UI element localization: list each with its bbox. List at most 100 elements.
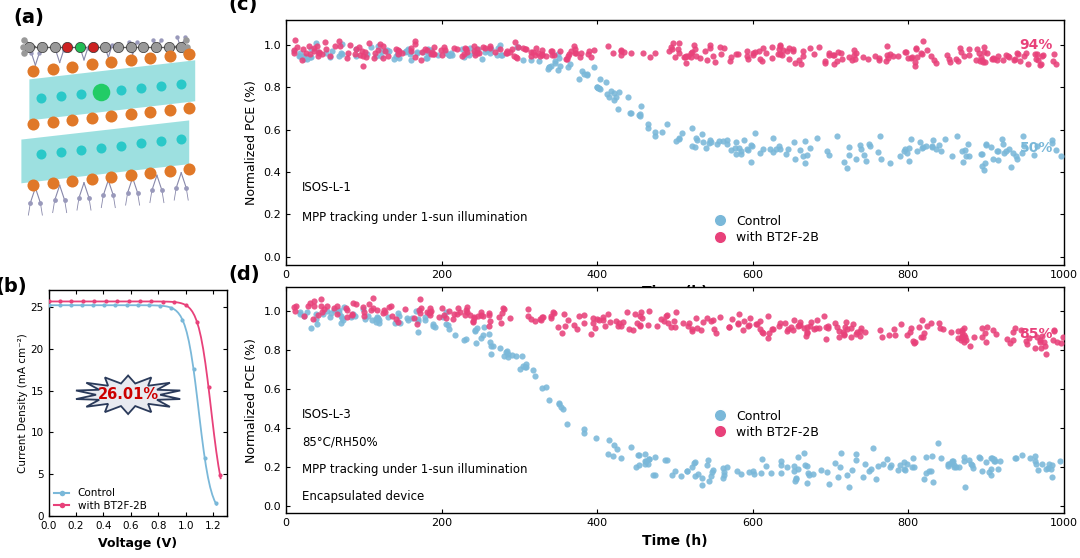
Point [829, 47, 847, 56]
Point [376, 46, 393, 55]
Point [856, 460, 874, 469]
Point [180, 49, 198, 58]
Point [975, 166, 993, 175]
Point [877, 56, 894, 65]
Point [860, 140, 877, 148]
Point [742, 157, 759, 166]
Point [46, 196, 64, 205]
Point [985, 54, 1002, 63]
Point [739, 52, 756, 61]
Point [1017, 49, 1035, 57]
Point [133, 84, 150, 93]
Point [968, 55, 985, 64]
Point [715, 470, 732, 479]
Point [787, 477, 805, 486]
Point [621, 325, 638, 334]
Point [542, 47, 559, 56]
Point [1014, 132, 1031, 141]
Point [72, 145, 90, 154]
Point [429, 51, 446, 60]
Point [305, 46, 322, 55]
Point [1008, 454, 1025, 463]
Point [797, 331, 814, 340]
Point [902, 328, 919, 336]
Point [855, 151, 873, 160]
Point [1027, 55, 1044, 64]
Point [715, 473, 732, 482]
Point [390, 317, 407, 326]
Point [592, 85, 609, 94]
Point [582, 52, 599, 61]
Point [640, 306, 658, 315]
Point [1012, 325, 1029, 334]
Point [507, 38, 524, 47]
Point [454, 51, 471, 60]
Point [590, 84, 607, 93]
Point [646, 132, 663, 141]
Point [527, 44, 544, 52]
Point [612, 50, 630, 59]
Point [874, 333, 891, 341]
Point [818, 335, 835, 344]
Point [1031, 60, 1049, 69]
Point [943, 328, 960, 336]
Point [851, 327, 868, 336]
Point [741, 467, 758, 476]
Point [475, 323, 492, 331]
Point [368, 305, 386, 314]
Point [1009, 50, 1026, 59]
Point [96, 40, 113, 49]
Point [915, 475, 932, 484]
Point [376, 306, 393, 315]
Point [492, 318, 510, 327]
Point [609, 105, 626, 114]
Point [918, 469, 935, 478]
Point [103, 173, 120, 182]
Point [503, 350, 521, 359]
Point [701, 136, 718, 145]
Point [1017, 336, 1035, 345]
Point [914, 143, 931, 152]
Point [318, 44, 335, 53]
Point [498, 347, 515, 355]
Point [590, 316, 607, 325]
Point [348, 51, 365, 60]
Point [974, 324, 991, 333]
Point [386, 55, 403, 64]
Point [958, 152, 975, 161]
Point [845, 320, 862, 329]
Point [576, 425, 593, 434]
Point [907, 45, 924, 54]
Point [944, 456, 961, 465]
Point [1028, 459, 1045, 468]
Point [503, 45, 521, 54]
Point [1043, 135, 1061, 144]
Point [482, 316, 499, 325]
Point [422, 49, 440, 57]
Point [984, 453, 1001, 462]
Point [342, 311, 360, 320]
Point [112, 141, 130, 150]
Point [566, 44, 583, 53]
Point [755, 44, 772, 52]
Point [1053, 151, 1070, 160]
Point [494, 309, 511, 318]
Point [852, 145, 869, 153]
Point [897, 47, 915, 56]
Point [389, 50, 406, 59]
Point [1049, 338, 1066, 347]
Point [508, 52, 525, 61]
Point [551, 400, 568, 409]
Point [312, 301, 329, 310]
Point [531, 56, 549, 65]
Point [308, 39, 325, 48]
Point [785, 138, 802, 147]
Point [71, 42, 89, 51]
Point [286, 307, 303, 316]
Point [467, 338, 484, 347]
Point [631, 110, 648, 119]
Point [983, 470, 1000, 479]
Point [505, 51, 523, 60]
Point [851, 141, 868, 150]
Point [794, 51, 811, 60]
